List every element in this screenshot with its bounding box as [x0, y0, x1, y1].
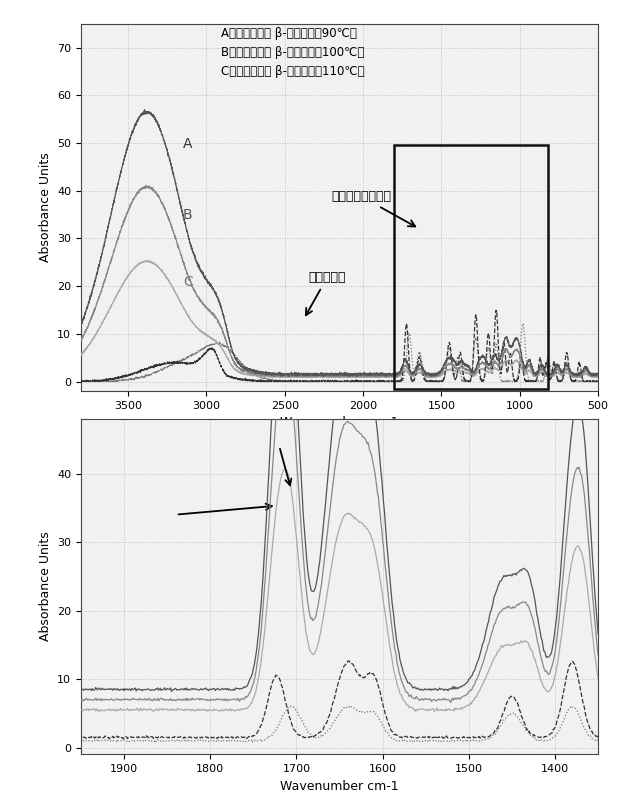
Text: B: B — [183, 209, 193, 222]
X-axis label: Wavenumber cm-1: Wavenumber cm-1 — [280, 416, 399, 429]
Y-axis label: Absorbance Units: Absorbance Units — [39, 532, 52, 641]
Bar — [394, 145, 548, 389]
Text: A: A — [183, 137, 193, 151]
X-axis label: Wavenumber cm-1: Wavenumber cm-1 — [280, 780, 399, 790]
Text: 顺丁烯二酸: 顺丁烯二酸 — [306, 271, 346, 315]
Text: A：顺丁烯二酸 β-环糊精酯（90℃）
B：顺丁烯二酸 β-环糊精酯（100℃）
C：顺丁烯二酸 β-环糊精酯（110℃）: A：顺丁烯二酸 β-环糊精酯（90℃） B：顺丁烯二酸 β-环糊精酯（100℃）… — [221, 28, 364, 78]
Text: 1706 cm⁻¹: 1706 cm⁻¹ — [0, 789, 1, 790]
Text: 顺丁烯二酸单乙酯: 顺丁烯二酸单乙酯 — [331, 190, 416, 227]
Y-axis label: Absorbance Units: Absorbance Units — [39, 152, 52, 262]
Text: 1723 cm⁻¹: 1723 cm⁻¹ — [0, 789, 1, 790]
Text: C: C — [183, 275, 193, 289]
